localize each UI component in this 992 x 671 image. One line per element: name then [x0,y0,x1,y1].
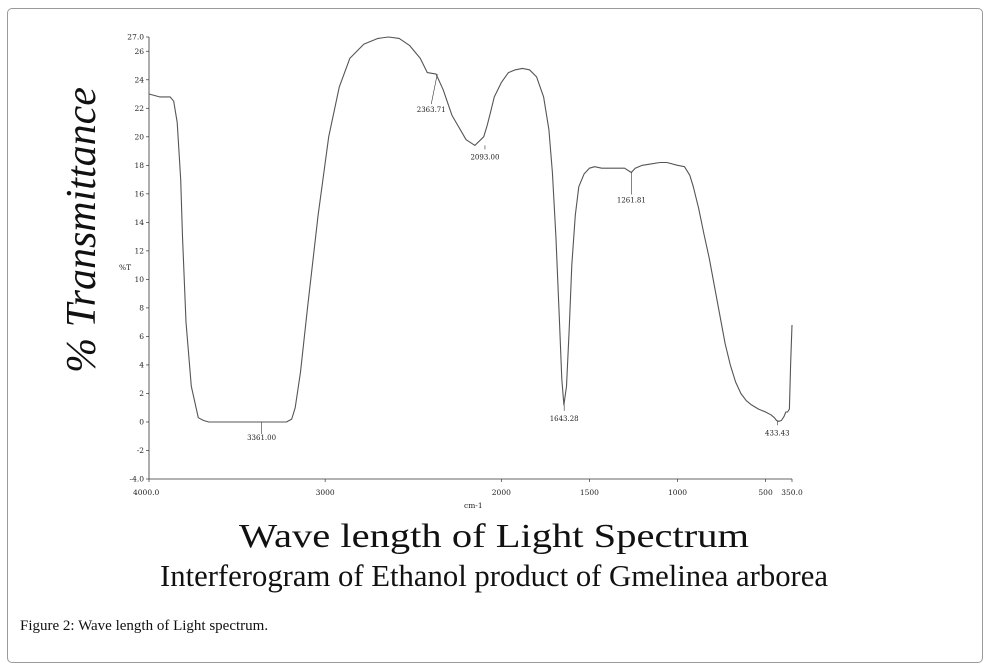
x-unit-label: cm-1 [464,501,483,510]
y-tick-label: -4.0 [130,475,145,484]
peak-annotations: 3361.00 2363.71 2093.00 1643.28 1261.81 433.4… [247,74,790,442]
figure-caption-text: Wave length of Light spectrum. [74,618,269,634]
x-tick-label: 350.0 [781,488,803,497]
chart-series [148,36,793,423]
y-tick-label: 4 [139,360,144,369]
y-tick-label: 2 [139,389,144,398]
y-tick-label: 20 [134,132,144,141]
peak-label: 3361.00 [247,434,276,442]
y-unit-label: %T [119,263,131,272]
spectrum-line [148,36,793,423]
y-tick-label: 8 [139,303,144,312]
peak-annotation: 2363.71 [417,74,446,114]
y-tick-label: 26 [134,47,144,56]
x-axis-title: Wave length of Light Spectrum [239,518,749,555]
y-tick-label: -2 [137,446,145,455]
x-tick-label: 2000 [492,488,511,497]
figure-caption: Figure 2: Wave length of Light spectrum. [20,618,268,635]
chart-title: Interferogram of Ethanol product of Gmel… [160,558,828,593]
x-tick-label: 1000 [668,488,687,497]
peak-label: 1643.28 [550,415,579,423]
y-tick-label: 10 [134,275,144,284]
y-tick-label: 16 [134,189,144,198]
y-tick-label: 0 [139,417,144,426]
x-tick-label: 3000 [316,488,335,497]
x-tick-label: 500 [758,488,773,497]
y-tick-label: 27.0 [127,33,144,42]
y-tick-label: 24 [134,75,144,84]
y-tick-label: 6 [139,332,144,341]
x-tick-label: 4000.0 [133,488,159,497]
peak-annotation: 3361.00 [247,421,276,442]
y-tick-label: 22 [134,104,144,113]
peak-label: 2093.00 [470,153,499,161]
x-tick-label: 1500 [580,488,599,497]
peak-label: 1261.81 [617,196,646,204]
y-tick-label: 14 [134,218,144,227]
y-tick-label: 12 [134,246,144,255]
peak-label: 433.43 [765,429,790,437]
peak-annotation: 1261.81 [617,172,646,204]
peak-annotation: 433.43 [765,421,790,437]
y-axis-title: % Transmittance [59,87,105,373]
y-tick-label: 18 [134,161,144,170]
peak-label: 2363.71 [417,106,446,114]
peak-annotation: 2093.00 [470,145,499,161]
peak-marker [430,74,438,105]
peak-annotation: 1643.28 [550,404,579,423]
figure-caption-label: Figure 2: [20,618,75,634]
figure-frame [7,8,983,663]
